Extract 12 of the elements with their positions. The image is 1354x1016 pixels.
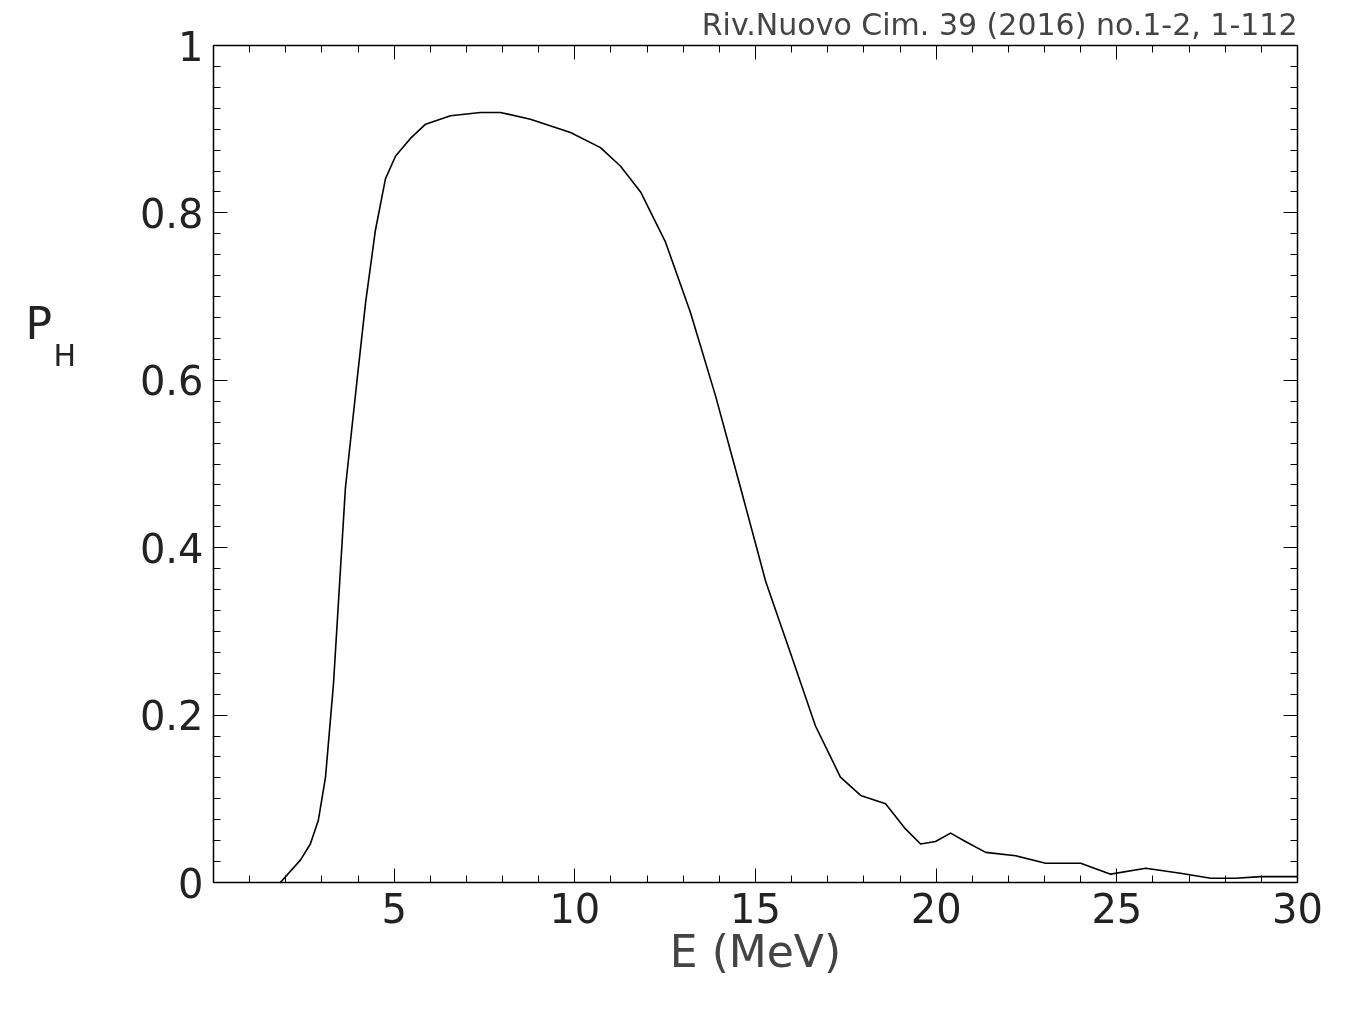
x-tick-label: 5 xyxy=(381,885,407,932)
x-tick-label: 20 xyxy=(910,885,962,932)
y-tick-label: 0.6 xyxy=(139,358,204,405)
x-tick-label: 30 xyxy=(1272,885,1323,932)
y-tick-label: 0.2 xyxy=(139,693,204,740)
x-tick-label: 10 xyxy=(549,885,601,932)
text: Riv.Nuovo Cim. 39 (2016) no.1-2, 1-112 xyxy=(701,6,1298,42)
y-tick-label: 1 xyxy=(178,23,204,70)
x-tick-label: 25 xyxy=(1091,885,1143,932)
y-tick-label: 0.8 xyxy=(139,190,204,237)
y-tick-label: 0.4 xyxy=(139,525,204,572)
y-tick-label: 0 xyxy=(178,860,204,907)
